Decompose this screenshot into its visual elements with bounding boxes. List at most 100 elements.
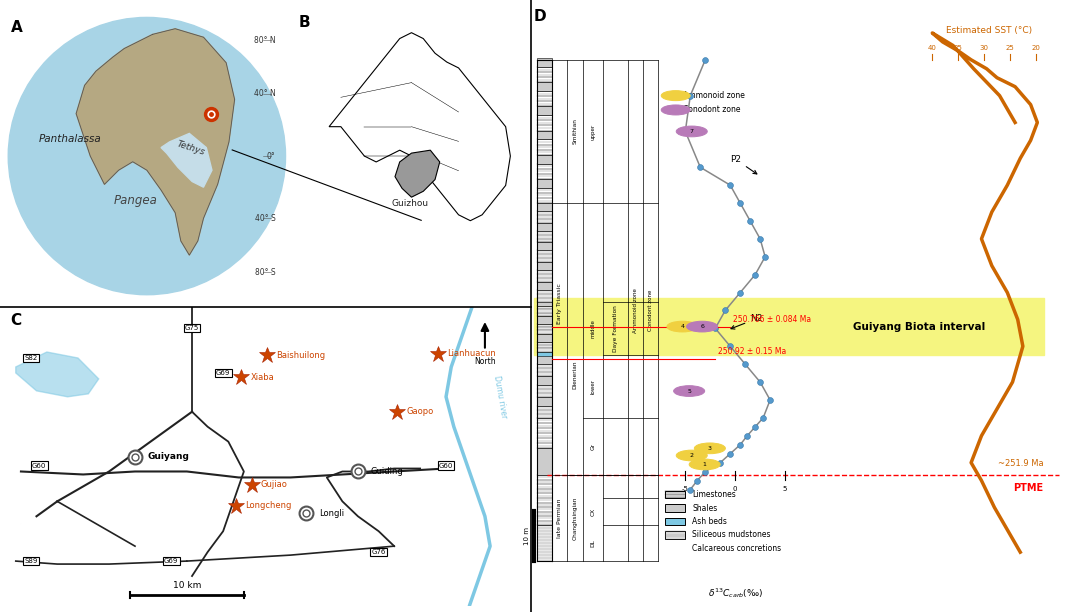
Text: Dienerian: Dienerian (572, 360, 578, 389)
Text: B: B (298, 15, 310, 30)
Bar (537, 82, 552, 91)
Text: G60: G60 (438, 463, 454, 469)
Bar (665, 518, 685, 525)
Bar (537, 250, 552, 262)
Bar (537, 386, 552, 397)
Bar (537, 106, 552, 115)
Circle shape (694, 443, 726, 453)
Text: 1: 1 (703, 462, 706, 467)
Circle shape (687, 321, 717, 332)
Text: North: North (474, 357, 496, 365)
Polygon shape (329, 32, 511, 221)
Text: 0: 0 (733, 486, 738, 492)
Text: 10 m: 10 m (524, 527, 530, 545)
Circle shape (661, 105, 690, 115)
Text: Gr: Gr (591, 443, 595, 450)
Bar (534, 298, 1043, 355)
Text: Pangea: Pangea (113, 194, 158, 207)
Text: S82: S82 (25, 355, 38, 361)
Bar (537, 223, 552, 231)
Bar (537, 364, 552, 376)
Text: 20: 20 (1031, 45, 1040, 51)
Text: Shales: Shales (692, 504, 717, 513)
Text: Conodont zone: Conodont zone (648, 290, 652, 331)
Text: 80° S: 80° S (255, 267, 275, 277)
Text: Changhsingian: Changhsingian (572, 496, 578, 540)
Bar (537, 342, 552, 352)
Ellipse shape (664, 547, 686, 551)
Text: N2: N2 (731, 314, 762, 329)
Text: Tethys: Tethys (175, 139, 206, 157)
Text: 40° S: 40° S (255, 214, 275, 223)
Text: Estimated SST (°C): Estimated SST (°C) (946, 26, 1032, 35)
Text: Baishuilong: Baishuilong (276, 351, 326, 359)
Text: 6: 6 (700, 324, 704, 329)
Text: 2: 2 (690, 453, 693, 458)
Text: A: A (11, 20, 23, 35)
Text: 25: 25 (1005, 45, 1014, 51)
Text: Gujiao: Gujiao (261, 480, 288, 490)
Bar (665, 531, 685, 539)
Circle shape (674, 386, 704, 397)
Text: DL: DL (591, 539, 595, 547)
Text: Daye Formation: Daye Formation (612, 305, 618, 352)
Bar (537, 406, 552, 418)
Text: G69: G69 (216, 370, 230, 376)
Text: 40° N: 40° N (254, 89, 275, 99)
Text: G69: G69 (164, 558, 178, 564)
Bar (537, 155, 552, 163)
Bar (537, 352, 552, 356)
Polygon shape (189, 133, 220, 176)
Text: Gaopo: Gaopo (406, 407, 433, 416)
Text: Siliceous mudstones: Siliceous mudstones (692, 531, 771, 540)
Text: 0°: 0° (267, 152, 275, 160)
Bar (537, 188, 552, 203)
Text: late Permian: late Permian (557, 498, 562, 538)
Bar (537, 525, 552, 561)
Polygon shape (77, 29, 234, 255)
Bar (537, 231, 552, 242)
Text: $\delta^{13}C_{carb}$(‰): $\delta^{13}C_{carb}$(‰) (707, 586, 762, 600)
Bar (537, 397, 552, 406)
Bar (537, 316, 552, 324)
Text: 5: 5 (687, 389, 691, 394)
Bar (537, 418, 552, 449)
Text: ~251.9 Ma: ~251.9 Ma (998, 459, 1043, 468)
Text: upper: upper (591, 124, 595, 140)
Circle shape (661, 91, 690, 100)
Circle shape (676, 126, 707, 137)
Bar (537, 355, 552, 364)
Bar (537, 163, 552, 179)
Bar (537, 130, 552, 140)
Text: P2: P2 (730, 155, 757, 174)
Text: 250.92 ± 0.15 Ma: 250.92 ± 0.15 Ma (718, 348, 786, 356)
Text: S89: S89 (25, 558, 38, 564)
Text: 40: 40 (928, 45, 936, 51)
Bar (537, 58, 552, 67)
Text: 5: 5 (783, 486, 787, 492)
Polygon shape (16, 352, 98, 397)
Text: G76: G76 (372, 549, 386, 555)
Bar (537, 376, 552, 386)
Text: Limestones: Limestones (692, 490, 735, 499)
Bar (537, 211, 552, 223)
Text: 250.766 ± 0.084 Ma: 250.766 ± 0.084 Ma (733, 315, 811, 324)
Bar (537, 298, 552, 306)
Bar (537, 140, 552, 155)
Text: Conodont zone: Conodont zone (684, 105, 741, 114)
Text: 35: 35 (954, 45, 962, 51)
Bar (537, 91, 552, 106)
Text: Smithian: Smithian (572, 119, 578, 144)
Bar (537, 282, 552, 290)
Text: CX: CX (591, 508, 595, 516)
Bar (665, 504, 685, 512)
Text: lower: lower (591, 379, 595, 394)
Circle shape (676, 450, 707, 461)
Text: Panthalassa: Panthalassa (39, 134, 102, 144)
Bar (537, 270, 552, 282)
Text: G60: G60 (32, 463, 46, 469)
Text: Guiyang: Guiyang (148, 452, 190, 461)
Bar (537, 179, 552, 188)
Text: 80° N: 80° N (254, 35, 275, 45)
Bar (537, 306, 552, 316)
